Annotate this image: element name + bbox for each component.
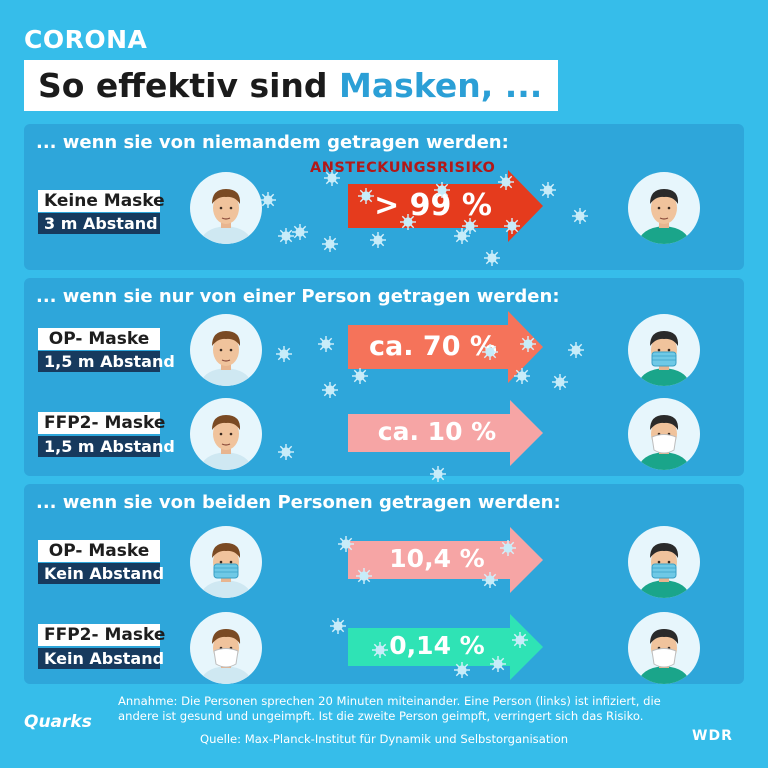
- virus-icon: [453, 227, 471, 249]
- footer-source: Quelle: Max-Planck-Institut für Dynamik …: [200, 732, 569, 746]
- virus-icon: [571, 207, 589, 229]
- virus-icon: [429, 465, 447, 487]
- infected-person-avatar: [190, 526, 262, 598]
- mask-label: OP- Maske: [38, 328, 160, 350]
- virus-icon: [277, 227, 295, 249]
- virus-icon: [371, 641, 389, 663]
- virus-icon: [461, 217, 479, 239]
- footer-note: Annahme: Die Personen sprechen 20 Minute…: [118, 694, 661, 723]
- title-main: So effektiv sind: [38, 66, 340, 105]
- healthy-person-avatar: [628, 398, 700, 470]
- virus-icon: [291, 223, 309, 245]
- title-accent: Masken, ...: [339, 66, 543, 105]
- risk-value: > 99 %: [374, 188, 492, 223]
- infected-person-avatar: [190, 172, 262, 244]
- mask-label: Keine Maske: [38, 190, 165, 212]
- virus-icon: [481, 571, 499, 593]
- risk-value: ca. 70 %: [369, 331, 497, 362]
- distance-label: 3 m Abstand: [38, 213, 160, 234]
- quarks-logo: Quarks: [24, 712, 92, 732]
- virus-icon: [453, 661, 471, 683]
- virus-icon: [399, 213, 417, 235]
- risk-arrow: ca. 70 %: [348, 311, 543, 383]
- distance-label: 1,5 m Abstand: [38, 351, 175, 372]
- infected-person-avatar: [190, 612, 262, 684]
- section-heading: ... wenn sie nur von einer Person getrag…: [36, 286, 560, 307]
- risk-arrow: > 99 %: [348, 170, 543, 242]
- wdr-logo: WDR: [692, 728, 733, 744]
- page-title: So effektiv sind Masken, ...: [24, 60, 559, 111]
- healthy-person-avatar: [628, 314, 700, 386]
- virus-icon: [513, 367, 531, 389]
- section-heading: ... wenn sie von niemandem getragen werd…: [36, 132, 509, 153]
- healthy-person-avatar: [628, 612, 700, 684]
- virus-icon: [369, 231, 387, 253]
- distance-label: 1,5 m Abstand: [38, 436, 175, 457]
- virus-icon: [497, 173, 515, 195]
- virus-icon: [499, 539, 517, 561]
- virus-icon: [551, 373, 569, 395]
- mask-label: FFP2- Maske: [38, 624, 165, 646]
- risk-value: 10,4 %: [389, 544, 485, 573]
- virus-icon: [321, 235, 339, 257]
- virus-icon: [503, 217, 521, 239]
- virus-icon: [351, 367, 369, 389]
- virus-icon: [317, 335, 335, 357]
- virus-icon: [567, 341, 585, 363]
- virus-icon: [355, 567, 373, 589]
- virus-icon: [275, 345, 293, 367]
- virus-icon: [481, 343, 499, 365]
- healthy-person-avatar: [628, 172, 700, 244]
- virus-icon: [511, 631, 529, 653]
- mask-label: FFP2- Maske: [38, 412, 165, 434]
- virus-icon: [489, 655, 507, 677]
- virus-icon: [519, 335, 537, 357]
- virus-icon: [337, 535, 355, 557]
- section-heading: ... wenn sie von beiden Personen getrage…: [36, 492, 561, 513]
- virus-icon: [323, 169, 341, 191]
- infected-person-avatar: [190, 398, 262, 470]
- virus-icon: [259, 191, 277, 213]
- distance-label: Kein Abstand: [38, 563, 164, 584]
- risk-label: ANSTECKUNGSRISIKO: [310, 160, 496, 176]
- mask-label: OP- Maske: [38, 540, 160, 562]
- risk-value: ca. 10 %: [377, 417, 497, 446]
- virus-icon: [539, 181, 557, 203]
- virus-icon: [277, 443, 295, 465]
- kicker: CORONA: [24, 25, 148, 54]
- virus-icon: [321, 381, 339, 403]
- virus-icon: [329, 617, 347, 639]
- risk-arrow: ca. 10 %: [348, 400, 543, 466]
- risk-value: 0,14 %: [389, 631, 485, 660]
- distance-label: Kein Abstand: [38, 648, 164, 669]
- virus-icon: [357, 187, 375, 209]
- virus-icon: [483, 249, 501, 271]
- healthy-person-avatar: [628, 526, 700, 598]
- virus-icon: [433, 181, 451, 203]
- infected-person-avatar: [190, 314, 262, 386]
